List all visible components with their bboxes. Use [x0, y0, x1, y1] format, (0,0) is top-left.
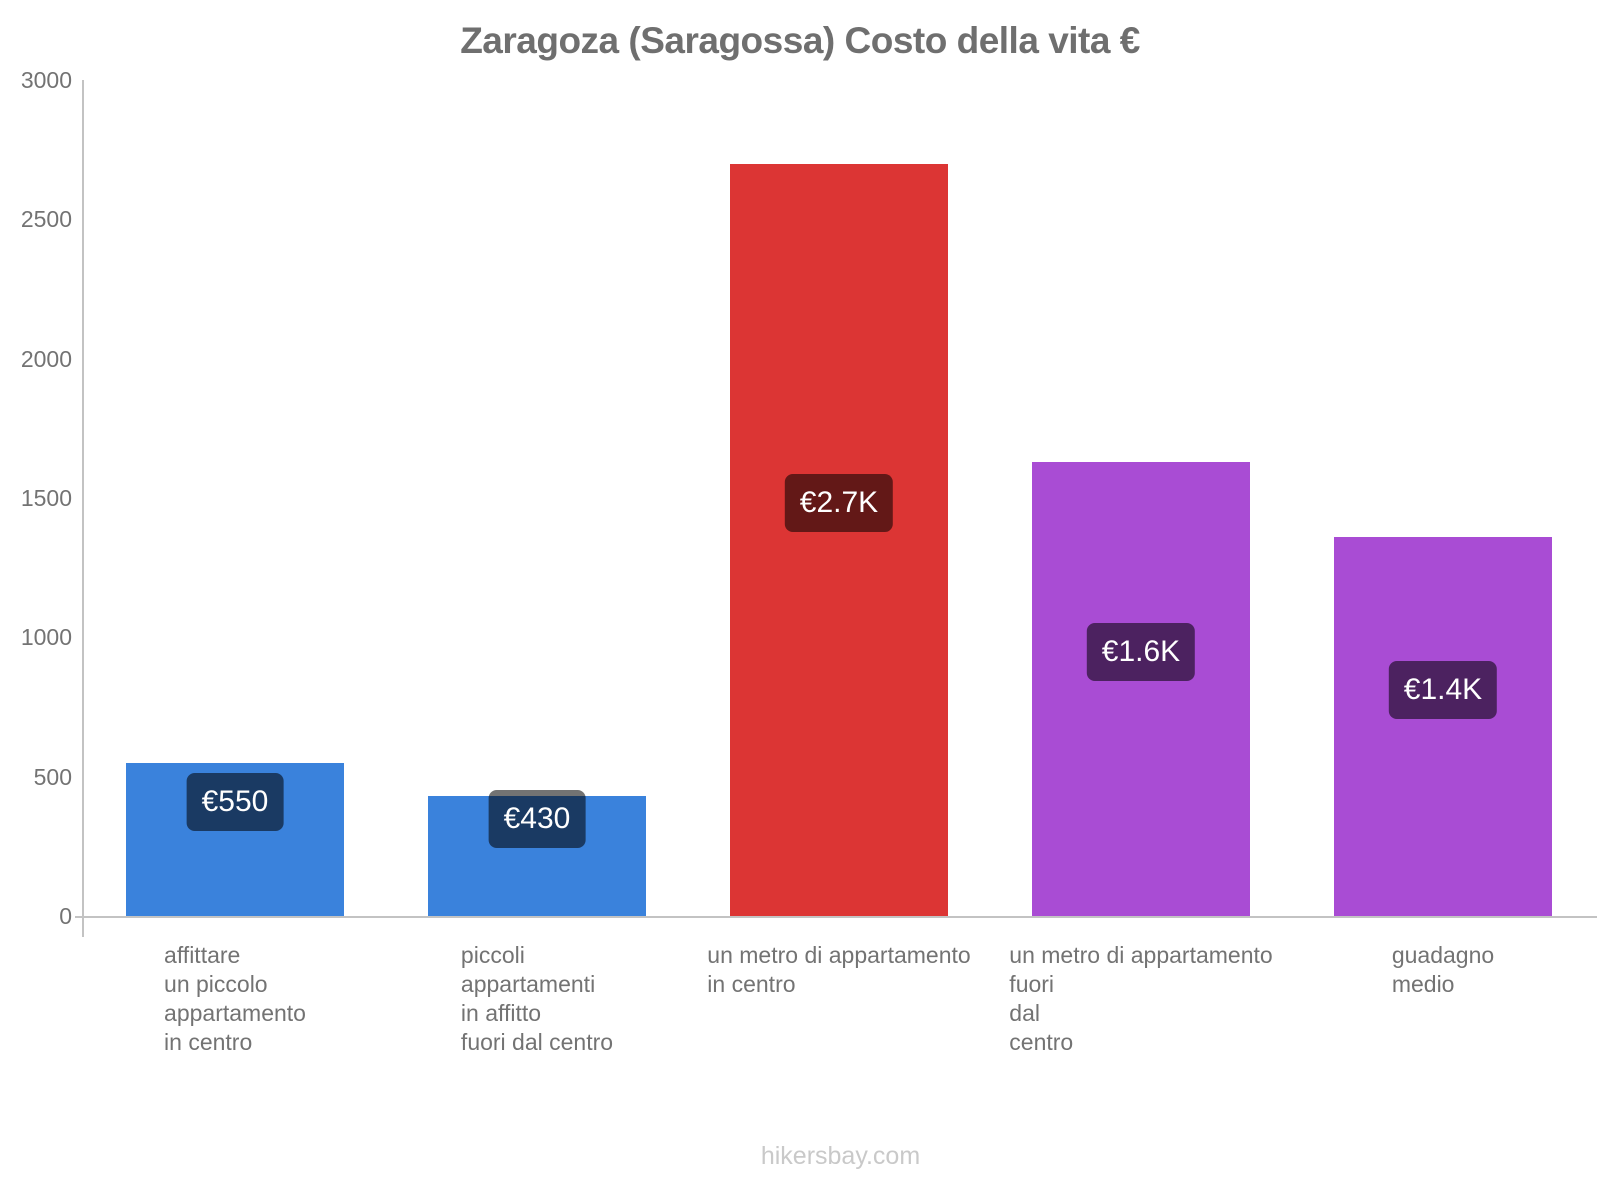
category-label-line: medio: [1391, 971, 1455, 997]
bar-value-label-5: €1.4K: [1388, 660, 1498, 719]
category-label-line: appartamenti: [460, 971, 596, 997]
category-label-line: in affitto: [460, 1000, 542, 1026]
category-label-line: piccoli: [460, 942, 525, 968]
category-label-line: fuori: [1009, 971, 1055, 997]
category-label-line: guadagno: [1391, 942, 1495, 968]
category-label-line: fuori dal centro: [460, 1029, 614, 1055]
category-label-4: un metro di appartamento fuori dal centro: [1009, 941, 1272, 1057]
bar-3: [730, 163, 948, 916]
y-tick-label: 3000: [20, 67, 72, 93]
category-label-line: dal: [1009, 1000, 1041, 1026]
category-label-3: un metro di appartamento in centro: [707, 941, 970, 999]
bar-value-label-1: €550: [186, 773, 284, 832]
category-label-2: piccoli appartamenti in affitto fuori dal c…: [461, 941, 613, 1057]
y-tick-label: 1500: [20, 485, 72, 511]
y-tick-label: 1000: [20, 624, 72, 651]
bar-value-label-3: €2.7K: [784, 473, 894, 532]
category-label-line: appartamento: [164, 1000, 306, 1026]
category-label-1: affittare un piccolo appartamento in centro: [164, 941, 306, 1057]
bar-value-label-2: €430: [488, 790, 586, 849]
y-tick-label: 0: [59, 903, 72, 929]
y-tick-label: 2500: [20, 206, 72, 233]
category-label-line: in centro: [164, 1029, 253, 1055]
bar-4: [1032, 461, 1250, 916]
category-label-line: affittare: [164, 942, 241, 968]
category-label-5: guadagno medio: [1392, 941, 1494, 999]
y-tick-label: 500: [33, 763, 72, 790]
watermark-text: hikersbay.com: [760, 1142, 921, 1170]
category-label-line: un piccolo: [164, 971, 268, 997]
chart-title: Zaragoza (Saragossa) Costo della vita €: [460, 20, 1140, 61]
category-label-line: in centro: [707, 971, 796, 997]
y-tick-label: 2000: [20, 345, 72, 372]
bar-value-label-4: €1.6K: [1086, 622, 1196, 681]
category-label-line: un metro di appartamento: [707, 942, 971, 968]
x-axis-line: [75, 916, 1597, 918]
y-axis-line: [82, 80, 84, 937]
category-label-line: un metro di appartamento: [1009, 942, 1273, 968]
bar-5: [1334, 537, 1552, 916]
category-label-line: centro: [1009, 1029, 1074, 1055]
